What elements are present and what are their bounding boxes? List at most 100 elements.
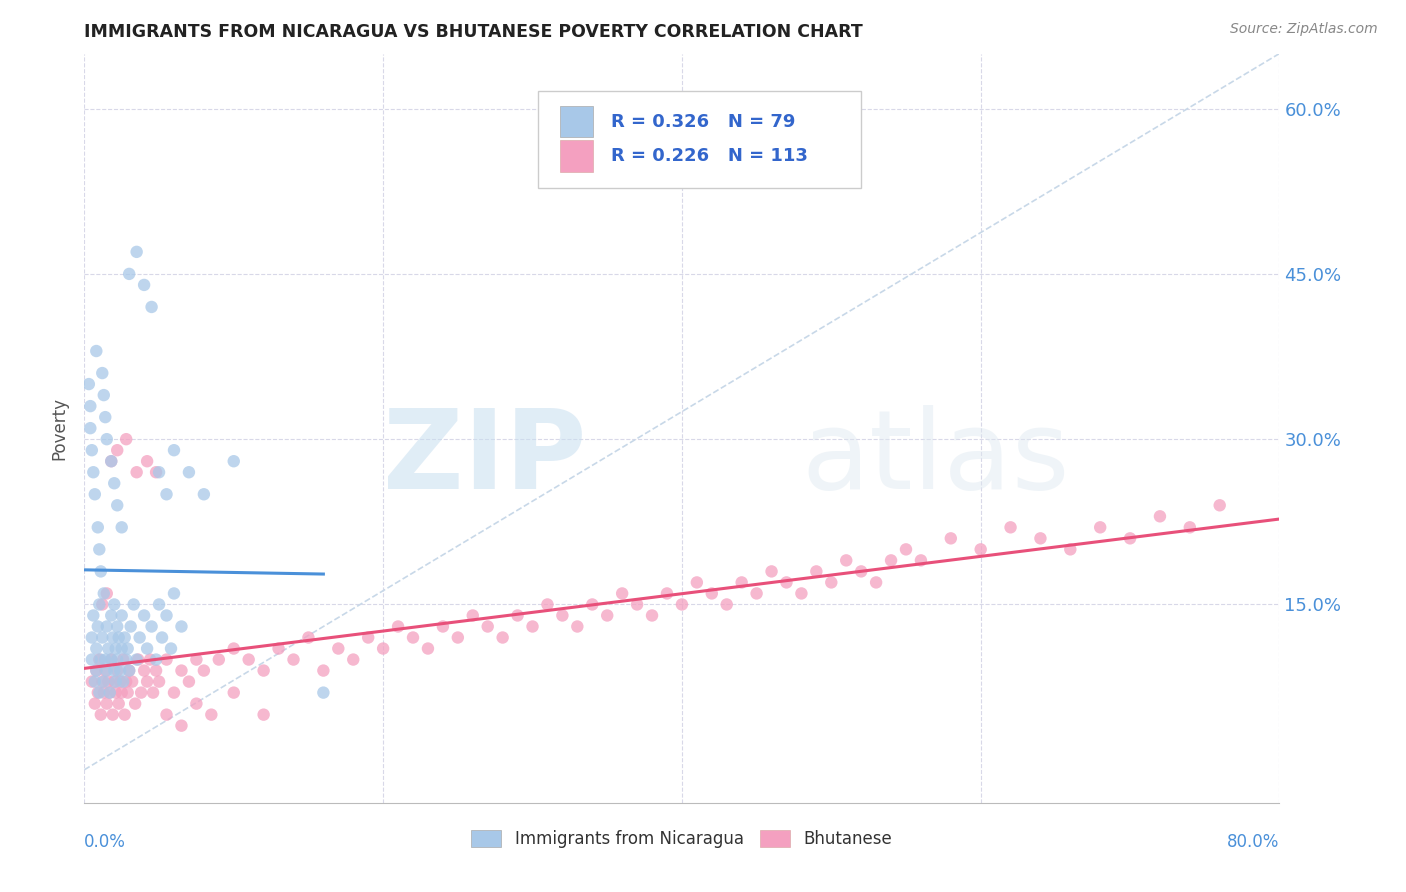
Point bbox=[163, 685, 186, 699]
Point bbox=[103, 598, 125, 612]
FancyBboxPatch shape bbox=[560, 106, 593, 137]
Point bbox=[686, 575, 709, 590]
Point bbox=[253, 664, 276, 678]
Point bbox=[91, 674, 114, 689]
Point bbox=[163, 443, 186, 458]
Point bbox=[177, 465, 200, 479]
Point bbox=[114, 631, 136, 645]
Point bbox=[83, 697, 105, 711]
Point bbox=[105, 619, 128, 633]
Point bbox=[125, 244, 148, 259]
Point bbox=[163, 586, 186, 600]
Point bbox=[328, 641, 350, 656]
Point bbox=[671, 598, 693, 612]
Point bbox=[160, 641, 183, 656]
Point bbox=[145, 664, 167, 678]
Point bbox=[86, 344, 108, 359]
Point bbox=[96, 619, 118, 633]
Point bbox=[98, 685, 121, 699]
Point bbox=[121, 674, 143, 689]
Point bbox=[170, 719, 193, 733]
Point bbox=[89, 685, 111, 699]
Point bbox=[89, 598, 111, 612]
Point bbox=[790, 586, 813, 600]
Text: R = 0.326   N = 79: R = 0.326 N = 79 bbox=[612, 112, 796, 131]
Point bbox=[170, 619, 193, 633]
Point bbox=[1119, 532, 1142, 546]
Point bbox=[141, 300, 163, 314]
Point bbox=[101, 631, 124, 645]
Point bbox=[136, 641, 159, 656]
Point bbox=[357, 631, 380, 645]
Point bbox=[136, 674, 159, 689]
Point bbox=[118, 664, 141, 678]
Point bbox=[105, 498, 128, 512]
Point bbox=[115, 432, 138, 446]
Point bbox=[806, 565, 828, 579]
Point bbox=[112, 652, 135, 666]
Point bbox=[142, 685, 165, 699]
Point bbox=[80, 443, 103, 458]
Point bbox=[125, 652, 148, 666]
Point bbox=[745, 586, 768, 600]
Point bbox=[865, 575, 887, 590]
Point bbox=[186, 697, 208, 711]
Point bbox=[387, 619, 409, 633]
Point bbox=[910, 553, 932, 567]
Point bbox=[100, 652, 122, 666]
Point bbox=[506, 608, 529, 623]
Point bbox=[297, 631, 319, 645]
Point bbox=[373, 641, 395, 656]
Point bbox=[1209, 498, 1232, 512]
Point bbox=[150, 631, 173, 645]
Y-axis label: Poverty: Poverty bbox=[51, 397, 69, 459]
Point bbox=[104, 674, 127, 689]
Point bbox=[536, 598, 558, 612]
Text: IMMIGRANTS FROM NICARAGUA VS BHUTANESE POVERTY CORRELATION CHART: IMMIGRANTS FROM NICARAGUA VS BHUTANESE P… bbox=[84, 23, 863, 41]
Point bbox=[91, 631, 114, 645]
Point bbox=[80, 674, 103, 689]
Point bbox=[132, 664, 156, 678]
Point bbox=[93, 674, 115, 689]
Point bbox=[342, 652, 364, 666]
Point bbox=[120, 619, 142, 633]
Point bbox=[93, 586, 115, 600]
Point bbox=[132, 608, 156, 623]
Point bbox=[91, 598, 114, 612]
Point bbox=[1149, 509, 1171, 524]
Point bbox=[96, 432, 118, 446]
Point bbox=[111, 641, 134, 656]
Point bbox=[155, 707, 177, 722]
Point bbox=[432, 619, 454, 633]
Text: 80.0%: 80.0% bbox=[1227, 833, 1279, 851]
Point bbox=[104, 641, 127, 656]
Point bbox=[91, 366, 114, 380]
Point bbox=[100, 454, 122, 468]
Point bbox=[94, 410, 117, 425]
Point bbox=[193, 664, 215, 678]
Point bbox=[1090, 520, 1112, 534]
Point bbox=[416, 641, 439, 656]
Point bbox=[111, 685, 134, 699]
Point bbox=[107, 697, 129, 711]
Point bbox=[253, 707, 276, 722]
Point bbox=[700, 586, 723, 600]
Point bbox=[312, 664, 335, 678]
Point bbox=[90, 707, 112, 722]
Point bbox=[117, 685, 139, 699]
Text: R = 0.226   N = 113: R = 0.226 N = 113 bbox=[612, 147, 808, 165]
Point bbox=[122, 598, 145, 612]
Point bbox=[111, 520, 134, 534]
Point bbox=[86, 664, 108, 678]
Point bbox=[96, 664, 118, 678]
Point bbox=[104, 685, 127, 699]
Point bbox=[100, 608, 122, 623]
Point bbox=[86, 641, 108, 656]
Point bbox=[100, 652, 122, 666]
Point bbox=[105, 664, 128, 678]
Point bbox=[79, 421, 101, 435]
Point bbox=[155, 652, 177, 666]
Point bbox=[222, 454, 245, 468]
Point bbox=[110, 664, 132, 678]
Point bbox=[105, 652, 128, 666]
